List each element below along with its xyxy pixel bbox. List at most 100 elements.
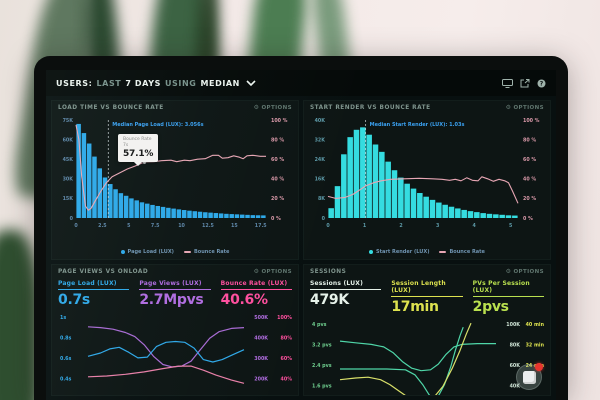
svg-text:3.2 pvs: 3.2 pvs (312, 342, 332, 348)
svg-text:7.5: 7.5 (151, 223, 160, 229)
panel-title: SESSIONS (310, 268, 347, 275)
svg-text:0: 0 (74, 223, 78, 229)
chart-legend: Page Load (LUX) Bounce Rate (52, 244, 298, 259)
svg-text:Median Start Render (LUX): 1.0: Median Start Render (LUX): 1.03s (370, 122, 465, 128)
share-icon[interactable] (520, 78, 530, 88)
legend-dot (120, 249, 125, 254)
chevron-down-icon[interactable] (246, 79, 256, 87)
laptop-frame: USERS: LAST 7 DAYS USING MEDIAN ? (34, 56, 568, 400)
svg-text:3: 3 (436, 223, 439, 229)
svg-text:0 %: 0 % (523, 216, 533, 222)
svg-text:20 %: 20 % (271, 196, 284, 202)
options-button[interactable]: ⚙ OPTIONS (505, 103, 544, 111)
svg-text:100 %: 100 % (523, 118, 540, 124)
svg-text:20 %: 20 % (523, 196, 536, 202)
svg-text:?: ? (540, 80, 544, 87)
svg-text:80 %: 80 % (523, 137, 536, 143)
legend-dot (369, 249, 374, 254)
svg-text:1.6 pvs: 1.6 pvs (312, 383, 332, 389)
svg-text:32 min: 32 min (526, 342, 545, 348)
svg-text:200K: 200K (254, 376, 268, 382)
help-icon[interactable]: ? (537, 79, 546, 88)
svg-text:0: 0 (70, 216, 74, 222)
options-button[interactable]: ⚙ OPTIONS (505, 267, 544, 275)
panel-page-views: PAGE VIEWS VS ONLOAD ⚙ OPTIONS Page Load … (51, 264, 299, 396)
start-render-chart[interactable]: 40K 32K 24K 16K 8K 0 100 % 80 % 60 % 40 % 20 % 0 % 0… (304, 114, 550, 244)
metric-page-load: Page Load (LUX) 0.7s (58, 280, 130, 308)
chart-legend: Start Render (LUX) Bounce Rate (304, 244, 550, 259)
svg-text:0.8s: 0.8s (60, 335, 71, 341)
notes-fab-button[interactable] (516, 363, 543, 390)
svg-text:100%: 100% (277, 315, 292, 321)
svg-text:2: 2 (399, 223, 402, 229)
svg-text:75K: 75K (63, 118, 74, 124)
dashboard-header: USERS: LAST 7 DAYS USING MEDIAN ? (46, 70, 556, 96)
load-time-chart[interactable]: 75K 60K 45K 30K 15K 0 100 % 80 % 60 % 40 % 20 % 0 %… (52, 114, 298, 244)
svg-text:32K: 32K (315, 137, 326, 143)
header-aggregation-dropdown[interactable]: MEDIAN (200, 78, 240, 88)
svg-text:15: 15 (231, 223, 238, 229)
metric-session-length: Session Length (LUX) 17min (391, 280, 463, 315)
svg-text:8K: 8K (318, 196, 325, 202)
gear-icon: ⚙ (505, 103, 512, 111)
gear-icon: ⚙ (253, 267, 260, 275)
svg-text:40 %: 40 % (271, 177, 284, 183)
display-icon[interactable] (502, 78, 513, 88)
svg-text:15K: 15K (63, 196, 74, 202)
svg-text:16K: 16K (315, 177, 326, 183)
metric-bounce-rate: Bounce Rate (LUX) 40.6% (220, 280, 292, 308)
gear-icon: ⚙ (253, 103, 260, 111)
panel-grid: LOAD TIME VS BOUNCE RATE ⚙ OPTIONS 75K 60K… (46, 96, 556, 400)
metric-page-views: Page Views (LUX) 2.7Mpvs (139, 280, 211, 308)
sessions-chart[interactable]: 4 pvs 3.2 pvs 2.4 pvs 1.6 pvs 100K 80K 60K 40K 4… (304, 315, 550, 395)
gear-icon: ⚙ (505, 267, 512, 275)
metrics-row: Sessions (LUX) 479K Session Length (LUX)… (304, 278, 550, 315)
svg-text:40K: 40K (315, 118, 326, 124)
panel-load-time: LOAD TIME VS BOUNCE RATE ⚙ OPTIONS 75K 60K… (51, 100, 299, 260)
metrics-row: Page Load (LUX) 0.7s Page Views (LUX) 2.… (52, 278, 298, 308)
options-button[interactable]: ⚙ OPTIONS (253, 267, 292, 275)
svg-text:40K: 40K (510, 383, 521, 389)
panel-title: LOAD TIME VS BOUNCE RATE (58, 104, 164, 111)
svg-text:80K: 80K (510, 342, 521, 348)
panel-title: PAGE VIEWS VS ONLOAD (58, 268, 149, 275)
svg-text:10: 10 (178, 223, 185, 229)
chart-tooltip: Bounce Rate 7s 57.1% (118, 134, 159, 166)
svg-text:4 pvs: 4 pvs (312, 322, 327, 328)
svg-text:12.5: 12.5 (202, 223, 214, 229)
svg-text:5: 5 (509, 223, 512, 229)
svg-text:17.5: 17.5 (255, 223, 267, 229)
svg-text:300K: 300K (254, 356, 268, 362)
legend-dash (439, 250, 447, 253)
svg-text:1s: 1s (60, 315, 66, 321)
legend-dash (183, 250, 191, 253)
panel-start-render: START RENDER VS BOUNCE RATE ⚙ OPTIONS 40K… (303, 100, 551, 260)
svg-text:0 %: 0 % (271, 216, 281, 222)
header-using-label: USING (164, 78, 197, 88)
svg-text:45K: 45K (63, 157, 74, 163)
page-views-chart[interactable]: 1s 0.8s 0.6s 0.4s 500K 400K 300K 200K 100% 80% 60%… (52, 308, 298, 395)
svg-text:60 %: 60 % (523, 157, 536, 163)
svg-text:0: 0 (322, 216, 326, 222)
svg-text:400K: 400K (254, 335, 268, 341)
options-button[interactable]: ⚙ OPTIONS (253, 103, 292, 111)
header-range-dropdown[interactable]: 7 DAYS (125, 78, 161, 88)
svg-text:60%: 60% (281, 356, 293, 362)
header-last-label: LAST (96, 78, 122, 88)
header-users-label: USERS: (56, 78, 93, 88)
svg-text:80%: 80% (281, 335, 293, 341)
svg-text:40 min: 40 min (526, 322, 545, 328)
metric-sessions: Sessions (LUX) 479K (310, 280, 382, 315)
plant-leaf (0, 230, 40, 400)
svg-text:60 %: 60 % (271, 157, 284, 163)
dashboard-screen: USERS: LAST 7 DAYS USING MEDIAN ? (46, 70, 556, 400)
svg-text:0.4s: 0.4s (60, 376, 71, 382)
svg-text:4: 4 (472, 223, 476, 229)
notepad-icon (523, 371, 536, 384)
panel-title: START RENDER VS BOUNCE RATE (310, 104, 431, 111)
svg-text:40%: 40% (281, 376, 293, 382)
svg-text:Median Page Load (LUX): 3.056s: Median Page Load (LUX): 3.056s (112, 122, 203, 128)
svg-text:30K: 30K (63, 177, 74, 183)
svg-text:2.5: 2.5 (98, 223, 107, 229)
